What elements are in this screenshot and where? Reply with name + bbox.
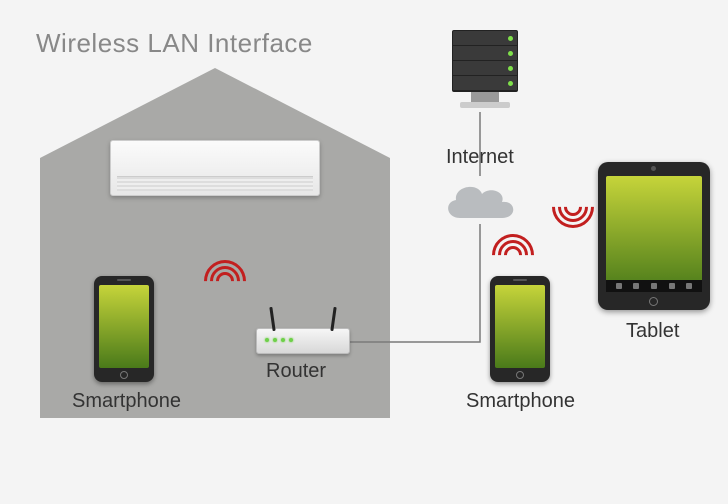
wifi-signal-icon: [492, 234, 536, 278]
label-internet: Internet: [446, 146, 514, 169]
label-smartphone-outside: Smartphone: [466, 390, 575, 413]
label-router: Router: [266, 360, 326, 383]
air-conditioner: [110, 140, 320, 196]
diagram-title: Wireless LAN Interface: [36, 28, 313, 59]
label-smartphone-inside: Smartphone: [72, 390, 181, 413]
router-icon: [256, 328, 350, 354]
diagram-canvas: Wireless LAN Interface: [0, 0, 728, 504]
smartphone-inside: [94, 276, 154, 382]
internet-cloud-icon: [440, 178, 518, 224]
wifi-signal-icon: [552, 186, 596, 230]
tablet-device: [598, 162, 710, 310]
wifi-signal-icon: [204, 260, 248, 304]
smartphone-outside: [490, 276, 550, 382]
server-icon: [452, 30, 518, 110]
label-tablet: Tablet: [626, 320, 679, 343]
